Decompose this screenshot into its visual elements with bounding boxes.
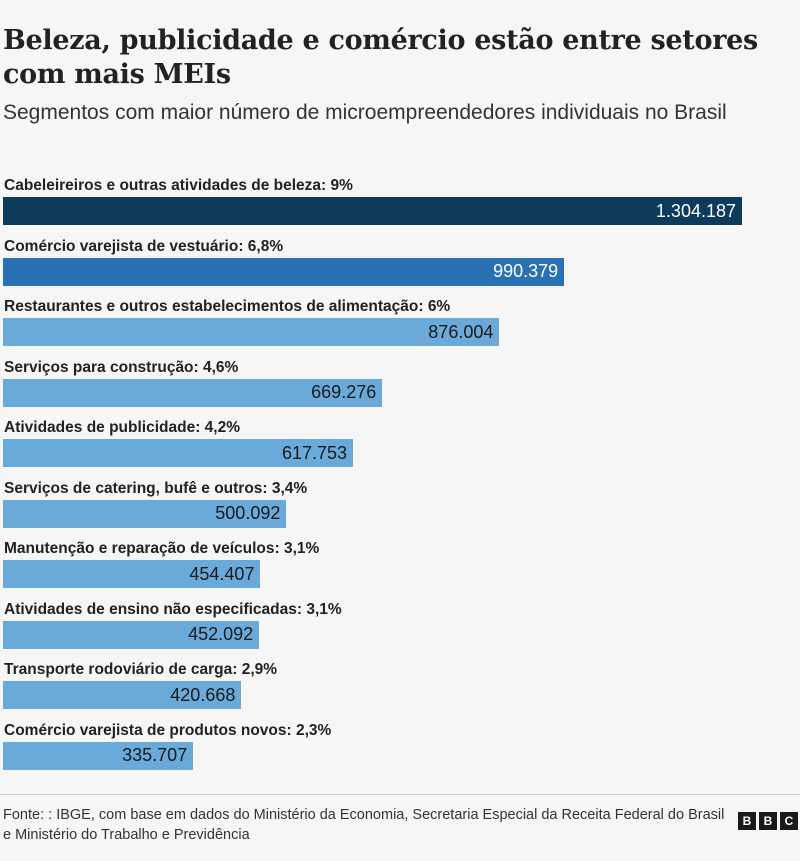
bar: 669.276 — [3, 378, 383, 407]
bar-value-label: 990.379 — [493, 261, 559, 281]
category-label: Cabeleireiros e outras atividades de bel… — [4, 177, 353, 194]
bar-row: Transporte rodoviário de carga: 2,9% 420.… — [3, 658, 798, 719]
bar-value-label: 617.753 — [281, 442, 348, 463]
bbc-logo-block: C — [780, 812, 798, 830]
chart-title: Beleza, publicidade e comércio estão ent… — [3, 25, 758, 90]
bar-chart: Cabeleireiros e outras atividades de bel… — [3, 174, 798, 779]
bar-value-label: 452.092 — [188, 624, 254, 644]
category-label: Serviços para construção: 4,6% — [4, 358, 239, 376]
bar: 876.004 — [3, 318, 500, 346]
bar-row: Cabeleireiros e outras atividades de bel… — [3, 174, 798, 235]
bar-row: Serviços para construção: 4,6% 669.276 — [3, 356, 798, 417]
bar-value-label: 876.004 — [428, 321, 494, 342]
category-label: Atividades de publicidade: 4,2% — [4, 419, 241, 436]
source-note: Fonte: : IBGE, com base em dados do Mini… — [3, 807, 725, 843]
bar-value-label: 500.092 — [215, 503, 281, 523]
category-label: Manutenção e reparação de veículos: 3,1% — [4, 540, 320, 557]
bar: 454.407 — [3, 560, 261, 588]
category-label: Transporte rodoviário de carga: 2,9% — [4, 661, 278, 678]
category-label: Atividades de ensino não especificadas: … — [4, 600, 342, 618]
category-label: Serviços de catering, bufê e outros: 3,4… — [4, 479, 308, 497]
bar-row: Restaurantes e outros estabelecimentos d… — [3, 295, 798, 356]
bar: 335.707 — [3, 741, 194, 770]
category-label: Comércio varejista de produtos novos: 2,… — [4, 721, 332, 739]
bar: 617.753 — [3, 439, 354, 467]
bar: 452.092 — [3, 620, 260, 649]
bar-value-label: 335.707 — [122, 745, 188, 765]
bar-row: Atividades de publicidade: 4,2% 617.753 — [3, 416, 798, 477]
bar: 500.092 — [3, 499, 287, 528]
bbc-logo-block: B — [738, 812, 756, 830]
chart-subtitle: Segmentos com maior número de microempre… — [3, 101, 727, 124]
bar-row: Atividades de ensino não especificadas: … — [3, 598, 798, 659]
category-label: Restaurantes e outros estabelecimentos d… — [4, 298, 451, 315]
bbc-logo-block: B — [759, 812, 777, 830]
bar-value-label: 420.668 — [170, 684, 236, 705]
bar-row: Serviços de catering, bufê e outros: 3,4… — [3, 477, 798, 538]
bar-value-label: 669.276 — [311, 382, 377, 402]
bar: 420.668 — [3, 681, 242, 709]
bar: 1.304.187 — [3, 197, 742, 225]
bar-row: Comércio varejista de produtos novos: 2,… — [3, 719, 798, 780]
bbc-logo: B B C — [738, 812, 798, 830]
footer-divider — [0, 794, 800, 795]
bar-value-label: 454.407 — [189, 563, 255, 584]
bar-row: Comércio varejista de vestuário: 6,8% 990… — [3, 235, 798, 296]
bar: 990.379 — [3, 257, 565, 286]
category-label: Comércio varejista de vestuário: 6,8% — [4, 237, 284, 255]
bar-row: Manutenção e reparação de veículos: 3,1%… — [3, 537, 798, 598]
bar-value-label: 1.304.187 — [655, 200, 736, 221]
